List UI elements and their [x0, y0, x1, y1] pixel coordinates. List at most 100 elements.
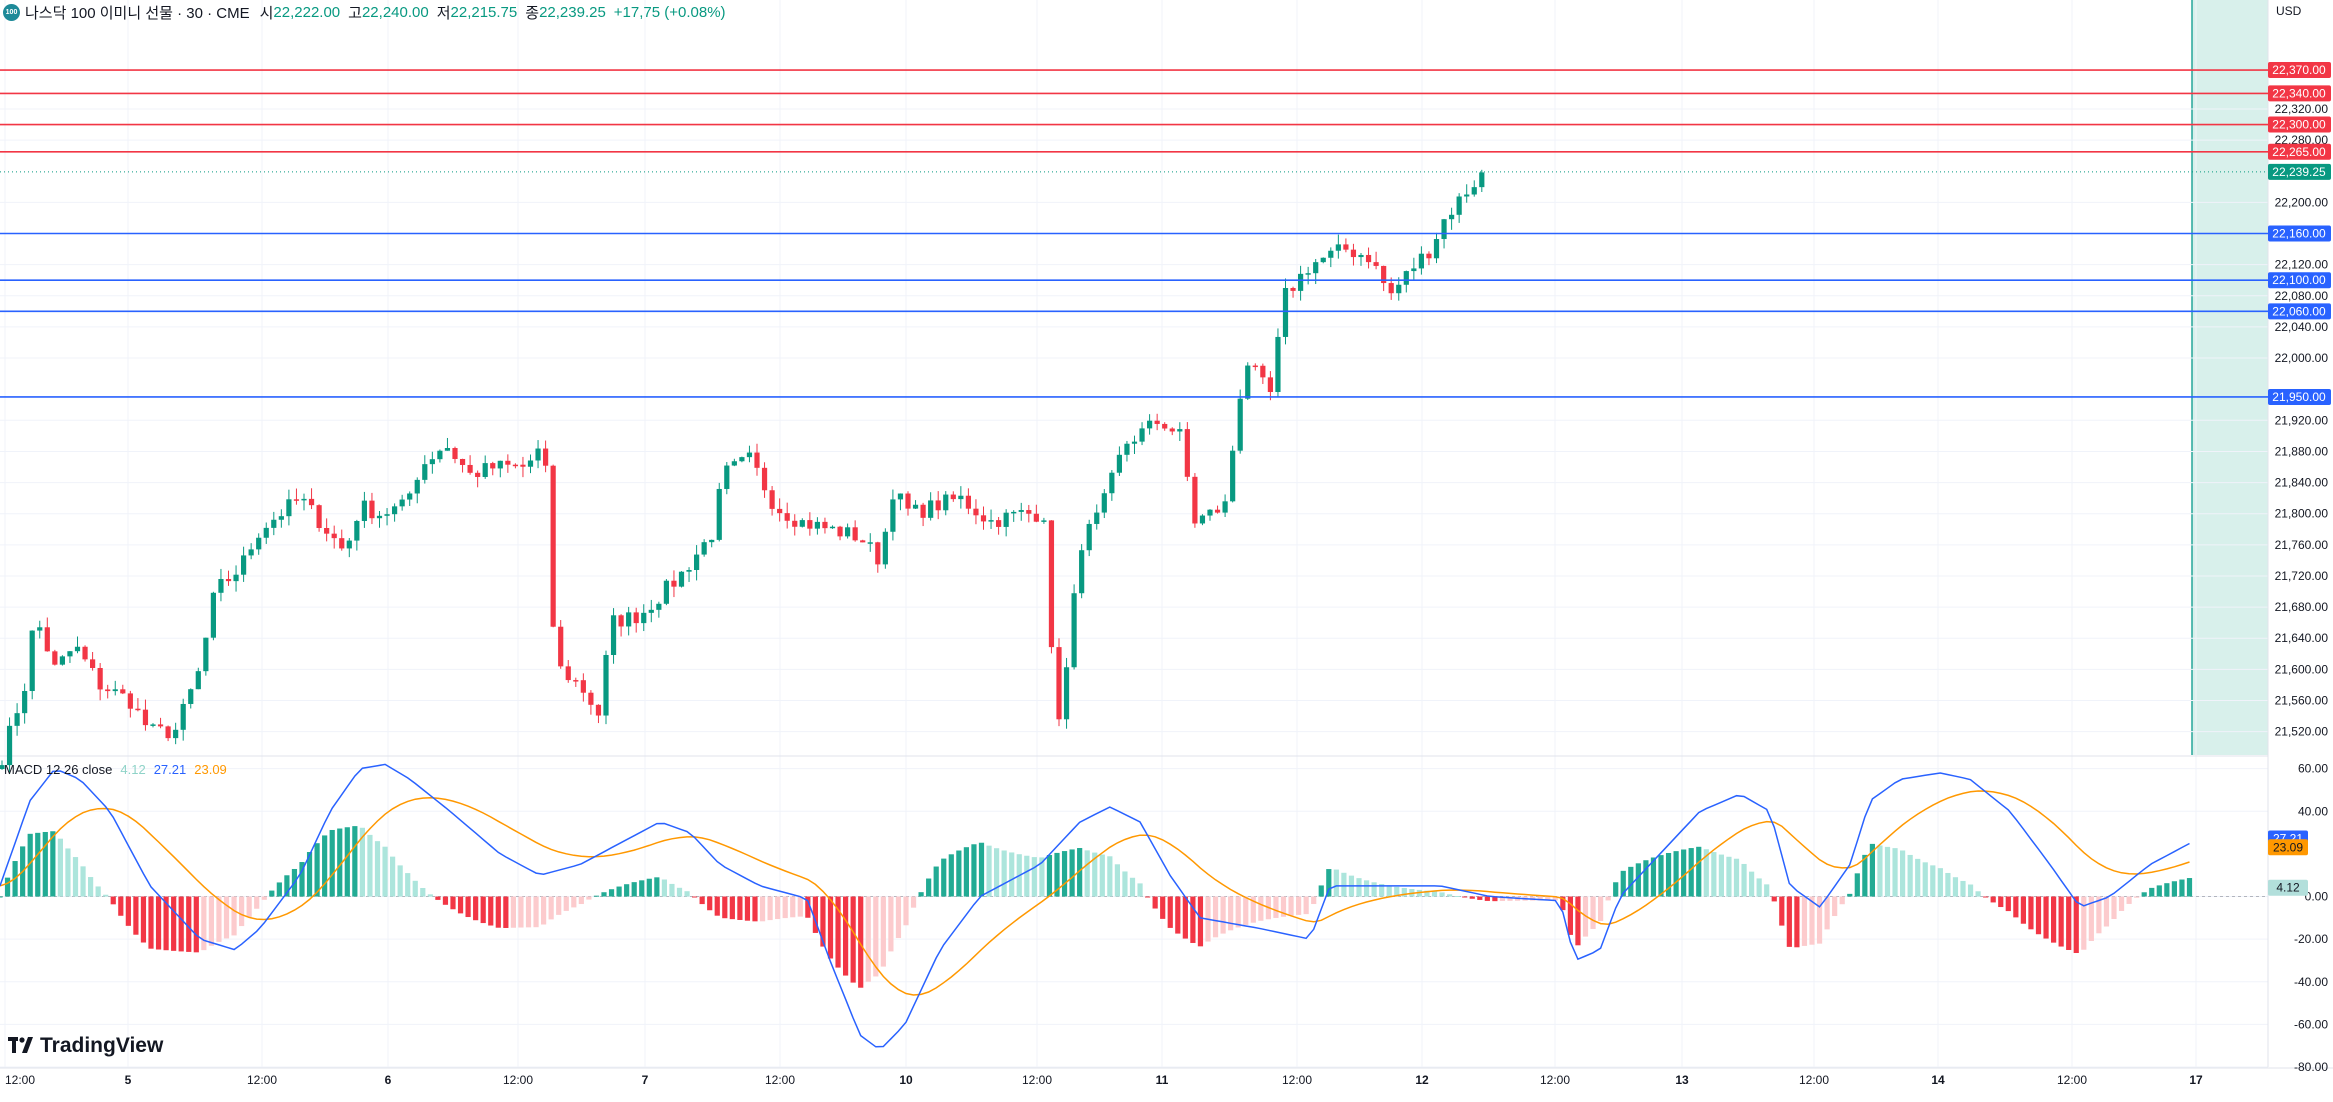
- candle-down[interactable]: [550, 465, 556, 627]
- candle-up[interactable]: [626, 612, 632, 627]
- candle-down[interactable]: [490, 463, 496, 469]
- candle-up[interactable]: [233, 574, 239, 582]
- candle-up[interactable]: [1207, 509, 1213, 516]
- candle-up[interactable]: [799, 520, 805, 527]
- candle-up[interactable]: [1396, 284, 1402, 294]
- candle-up[interactable]: [112, 689, 118, 692]
- candle-up[interactable]: [384, 514, 390, 516]
- candle-up[interactable]: [429, 459, 435, 465]
- candle-up[interactable]: [1275, 336, 1281, 392]
- candle-down[interactable]: [1033, 513, 1039, 522]
- candle-down[interactable]: [127, 693, 133, 709]
- candle-up[interactable]: [392, 506, 398, 515]
- candle-up[interactable]: [497, 460, 503, 469]
- candle-up[interactable]: [437, 450, 443, 460]
- candle-up[interactable]: [1335, 244, 1341, 251]
- candle-up[interactable]: [694, 554, 700, 570]
- candle-down[interactable]: [339, 538, 345, 549]
- candle-down[interactable]: [1252, 365, 1258, 368]
- candle-down[interactable]: [769, 490, 775, 509]
- candle-up[interactable]: [195, 671, 201, 690]
- candle-up[interactable]: [399, 499, 405, 507]
- candle-up[interactable]: [648, 609, 654, 613]
- candle-down[interactable]: [633, 612, 639, 624]
- candle-up[interactable]: [1124, 443, 1130, 455]
- candle-up[interactable]: [414, 479, 420, 494]
- candle-down[interactable]: [754, 452, 760, 468]
- candle-up[interactable]: [709, 539, 715, 543]
- candle-up[interactable]: [610, 615, 617, 655]
- candle-up[interactable]: [22, 690, 28, 714]
- candle-up[interactable]: [1086, 523, 1092, 551]
- candle-up[interactable]: [29, 630, 35, 691]
- candle-up[interactable]: [686, 569, 692, 572]
- candle-down[interactable]: [1026, 510, 1032, 514]
- candle-down[interactable]: [1388, 283, 1394, 294]
- candle-down[interactable]: [965, 495, 971, 509]
- candle-down[interactable]: [520, 464, 526, 467]
- candle-up[interactable]: [1230, 450, 1236, 502]
- candle-up[interactable]: [731, 461, 737, 466]
- candle-down[interactable]: [875, 542, 881, 565]
- candle-up[interactable]: [1479, 172, 1485, 188]
- candle-up[interactable]: [1449, 214, 1455, 220]
- candle-down[interactable]: [1260, 365, 1266, 378]
- candle-down[interactable]: [837, 526, 843, 537]
- candle-up[interactable]: [1101, 493, 1107, 513]
- candle-up[interactable]: [1131, 441, 1138, 444]
- candle-up[interactable]: [701, 542, 707, 555]
- candle-down[interactable]: [316, 505, 322, 529]
- candle-up[interactable]: [278, 516, 284, 520]
- candle-down[interactable]: [905, 493, 911, 509]
- candle-down[interactable]: [580, 680, 586, 693]
- candle-down[interactable]: [157, 724, 164, 727]
- candle-down[interactable]: [135, 708, 141, 711]
- candle-up[interactable]: [724, 465, 730, 489]
- candle-up[interactable]: [746, 452, 753, 458]
- candle-down[interactable]: [225, 578, 232, 582]
- symbol-title[interactable]: 나스닥 100 이미니 선물 · 30 · CME: [25, 4, 250, 22]
- candle-up[interactable]: [150, 724, 156, 726]
- candle-up[interactable]: [1199, 515, 1206, 524]
- candle-up[interactable]: [180, 703, 186, 730]
- candle-up[interactable]: [0, 765, 5, 770]
- candle-up[interactable]: [218, 578, 224, 593]
- candle-up[interactable]: [14, 713, 20, 726]
- candle-up[interactable]: [1109, 472, 1115, 494]
- candle-down[interactable]: [1214, 509, 1221, 513]
- candle-down[interactable]: [671, 580, 677, 587]
- candle-up[interactable]: [1003, 512, 1009, 527]
- candle-up[interactable]: [248, 549, 254, 556]
- candle-down[interactable]: [1192, 476, 1198, 524]
- candle-down[interactable]: [105, 689, 111, 692]
- candle-down[interactable]: [761, 467, 768, 491]
- candle-down[interactable]: [452, 448, 458, 459]
- candle-up[interactable]: [286, 499, 292, 517]
- candle-up[interactable]: [663, 580, 669, 604]
- candle-up[interactable]: [1282, 287, 1289, 337]
- candle-up[interactable]: [897, 493, 904, 500]
- candle-up[interactable]: [1358, 254, 1364, 258]
- candle-down[interactable]: [459, 458, 466, 465]
- candle-up[interactable]: [603, 654, 609, 716]
- candle-down[interactable]: [512, 464, 518, 467]
- candle-up[interactable]: [263, 527, 269, 538]
- candle-up[interactable]: [1403, 271, 1409, 285]
- candle-up[interactable]: [1147, 420, 1153, 429]
- candle-down[interactable]: [1343, 244, 1349, 250]
- candle-down[interactable]: [935, 500, 941, 511]
- candle-down[interactable]: [1169, 428, 1175, 432]
- candle-down[interactable]: [52, 651, 58, 665]
- candle-up[interactable]: [173, 729, 179, 739]
- candle-up[interactable]: [912, 504, 919, 509]
- candle-down[interactable]: [980, 515, 987, 522]
- candle-down[interactable]: [1426, 253, 1432, 259]
- candle-down[interactable]: [573, 680, 579, 682]
- candle-up[interactable]: [867, 542, 873, 544]
- candle-up[interactable]: [814, 521, 820, 529]
- candle-down[interactable]: [777, 508, 783, 514]
- candle-up[interactable]: [1011, 511, 1017, 514]
- candle-down[interactable]: [1184, 429, 1190, 477]
